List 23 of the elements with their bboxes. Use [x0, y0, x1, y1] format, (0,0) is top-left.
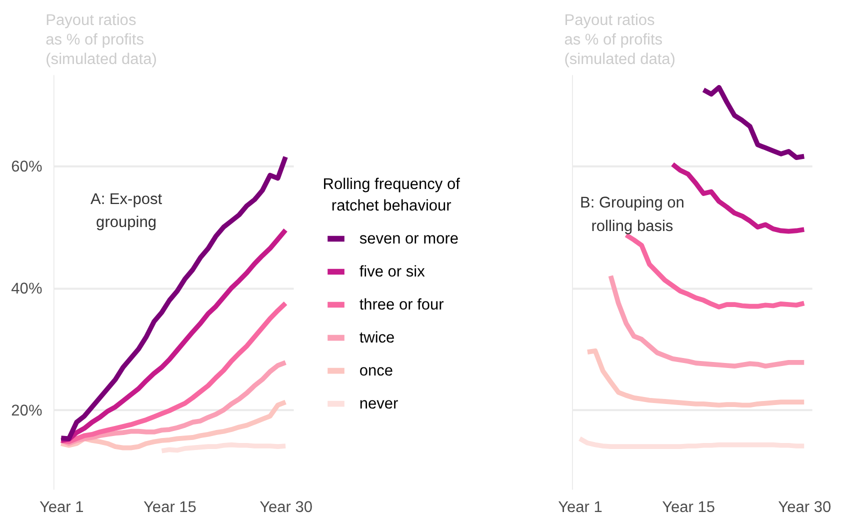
line-series	[58, 300, 288, 444]
legend-label: three or four	[359, 296, 444, 314]
x-tick-label: Year 30	[260, 499, 313, 516]
annotation: B: Grouping on rolling basis	[580, 194, 684, 235]
y-tick-label: 20%	[11, 402, 42, 420]
x-tick-label: Year 1	[558, 499, 602, 516]
legend-label: once	[359, 362, 393, 380]
x-tick-label: Year 30	[778, 499, 832, 516]
legend-label: never	[359, 396, 398, 413]
x-tick-label: Year 1	[39, 499, 84, 516]
y-tick-label: 60%	[11, 158, 42, 176]
line-series	[58, 360, 288, 446]
line-series	[58, 154, 288, 442]
line-series	[159, 442, 288, 454]
legend-label: seven or more	[359, 230, 458, 248]
x-tick-label: Year 15	[662, 499, 716, 516]
legend-label: twice	[359, 330, 395, 347]
legend-title: Rolling frequency of ratchet behaviour	[322, 176, 461, 215]
y-tick-label: 40%	[11, 280, 42, 298]
line-series	[58, 400, 288, 450]
legend-label: five or six	[359, 264, 426, 281]
x-tick-label: Year 15	[144, 499, 196, 516]
annotation: A: Ex-post grouping	[90, 190, 163, 232]
